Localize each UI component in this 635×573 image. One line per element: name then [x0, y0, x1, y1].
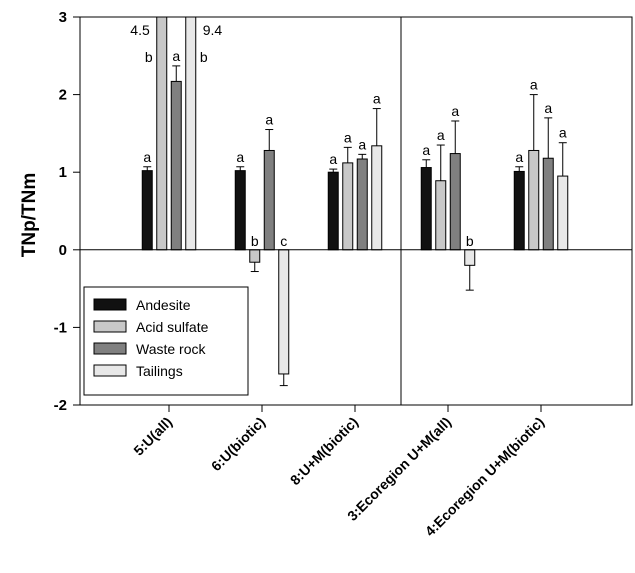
legend: Andesite Acid sulfate Waste rock Tailings — [83, 286, 249, 396]
significance-letter: b — [251, 233, 259, 249]
significance-letter: a — [143, 149, 151, 165]
category-label: 8:U+M(biotic) — [287, 414, 361, 488]
y-tick-label: 0 — [59, 242, 67, 259]
bar — [371, 145, 383, 251]
offscale-value-label: 4.5 — [130, 22, 150, 38]
significance-letter: a — [358, 136, 366, 152]
significance-letter: b — [145, 49, 153, 65]
significance-letter: a — [172, 48, 180, 64]
bar — [170, 80, 182, 251]
significance-letter: a — [265, 112, 273, 128]
significance-letter: a — [544, 100, 552, 116]
bar — [356, 158, 368, 251]
axis-layer: -2 -1 0 1 2 3 5:U(all) 6:U(biotic) 8:U+M(biotic)… — [54, 9, 632, 539]
category-label: 5:U(all) — [130, 414, 175, 459]
legend-label: Andesite — [136, 297, 191, 313]
significance-letter: a — [559, 125, 567, 141]
bar — [557, 175, 569, 251]
bar — [234, 170, 246, 251]
category-label: 6:U(biotic) — [208, 414, 268, 474]
significance-letter: b — [466, 233, 474, 249]
bar — [435, 180, 447, 251]
bar — [156, 16, 168, 251]
y-tick-label: -2 — [54, 397, 67, 414]
significance-letter: a — [530, 77, 538, 93]
legend-swatch — [93, 298, 127, 311]
category-label: 3:Ecoregion U+M(all) — [344, 414, 454, 524]
significance-letter: a — [437, 127, 445, 143]
significance-letter: a — [344, 129, 352, 145]
significance-letter: a — [451, 103, 459, 119]
significance-letter: c — [280, 233, 287, 249]
bar — [249, 249, 261, 263]
plot-frame — [79, 16, 633, 406]
y-tick-label: 3 — [59, 9, 67, 26]
bar — [542, 157, 554, 251]
bar — [449, 153, 461, 251]
significance-letter: a — [373, 91, 381, 107]
significance-letter: a — [236, 149, 244, 165]
significance-letter: b — [200, 49, 208, 65]
legend-swatch — [93, 364, 127, 377]
legend-swatch — [93, 342, 127, 355]
bar — [263, 149, 275, 251]
significance-letter: a — [515, 149, 523, 165]
bar — [141, 170, 153, 251]
bar — [513, 170, 525, 251]
legend-label: Acid sulfate — [136, 319, 209, 335]
bar — [342, 162, 354, 251]
bar — [420, 167, 432, 251]
bar — [278, 249, 290, 375]
bar — [528, 149, 540, 251]
legend-label: Waste rock — [136, 341, 206, 357]
bar — [464, 249, 476, 266]
y-tick-label: 2 — [59, 87, 67, 104]
offscale-value-label: 9.4 — [203, 22, 223, 38]
significance-letter: a — [329, 151, 337, 167]
bar — [327, 171, 339, 251]
y-tick-label: -1 — [54, 319, 67, 336]
y-axis-label: TNp/TNm — [19, 173, 40, 257]
significance-letter: a — [422, 142, 430, 158]
legend-label: Tailings — [136, 363, 183, 379]
y-tick-label: 1 — [59, 164, 67, 181]
legend-swatch — [93, 320, 127, 333]
bar — [185, 16, 197, 251]
